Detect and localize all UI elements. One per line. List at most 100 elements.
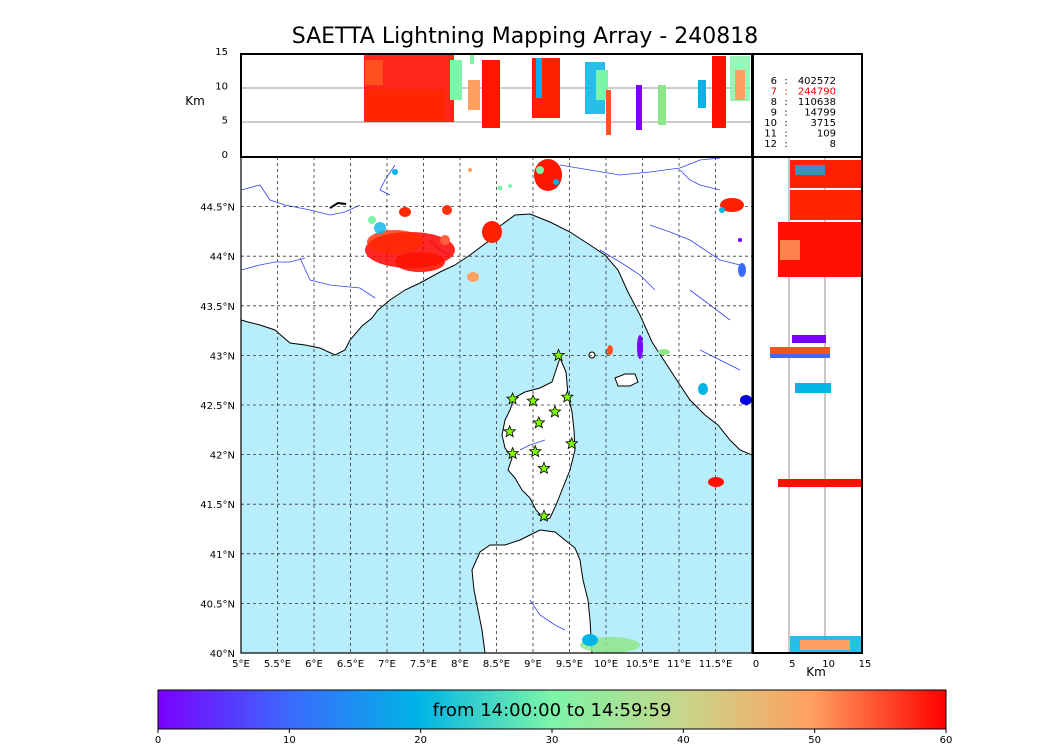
colorbar-tick-label: 30 xyxy=(546,735,559,746)
colorbar-tick-label: 50 xyxy=(808,735,821,746)
count-value: 402572 xyxy=(798,76,836,87)
lake-bolsena xyxy=(740,395,752,405)
side-tick-label: 15 xyxy=(859,659,872,670)
station-markers xyxy=(502,348,579,522)
lon-tick-labels: 5°E 5.5°E 6°E 6.5°E 7°E 7.5°E 8°E 8.5°E 9°E 9.5°E… xyxy=(232,659,732,670)
map-gridlines xyxy=(241,157,752,653)
station-star-icon xyxy=(560,389,575,403)
height-tick-label: 15 xyxy=(215,47,228,58)
count-level: 6 xyxy=(771,76,777,87)
lat-tick-label: 42°N xyxy=(210,451,235,462)
count-level: 9 xyxy=(771,108,777,119)
side-tick-labels: 0 5 10 15 xyxy=(753,659,872,670)
station-star-icon xyxy=(502,424,517,438)
station-star-icon xyxy=(551,348,566,362)
counts-box-frame xyxy=(752,53,863,158)
height-axis-label: Km xyxy=(185,94,205,108)
side-clusters xyxy=(770,160,862,653)
station-star-icon xyxy=(528,444,542,458)
height-tick-labels: 0 5 10 15 xyxy=(215,47,228,161)
lat-tick-label: 40°N xyxy=(210,649,235,660)
count-value: 110638 xyxy=(798,97,836,108)
count-separator: : xyxy=(784,118,787,129)
lat-tick-label: 41.5°N xyxy=(200,500,235,511)
colorbar-tick-label: 0 xyxy=(155,735,161,746)
counts-box: 6:4025727:2447908:1106389:1479910:371511… xyxy=(752,53,863,158)
lon-tick-label: 11°E xyxy=(667,659,691,670)
lat-tick-label: 41°N xyxy=(210,550,235,561)
station-star-icon xyxy=(505,446,520,460)
side-panel-frame xyxy=(752,156,863,654)
count-separator: : xyxy=(784,129,787,140)
lat-tick-label: 40.5°N xyxy=(200,599,235,610)
lat-tick-label: 43°N xyxy=(210,351,235,362)
station-star-icon xyxy=(564,436,579,450)
station-star-icon xyxy=(526,393,540,407)
lightning-clusters xyxy=(365,159,746,653)
colorbar-tick-label: 10 xyxy=(283,735,296,746)
lat-tick-label: 44.5°N xyxy=(200,203,235,214)
colorbar-tick-label: 40 xyxy=(677,735,690,746)
station-star-icon xyxy=(537,509,551,522)
station-star-icon xyxy=(532,415,546,429)
colorbar-ticks: 0 10 20 30 40 50 60 xyxy=(155,729,953,746)
lat-tick-label: 42.5°N xyxy=(200,401,235,412)
count-separator: : xyxy=(784,76,787,87)
count-separator: : xyxy=(784,97,787,108)
lon-tick-label: 9°E xyxy=(524,659,542,670)
lon-tick-label: 6.5°E xyxy=(337,659,364,670)
side-tick-label: 10 xyxy=(822,659,835,670)
count-separator: : xyxy=(784,108,787,119)
lon-tick-label: 6°E xyxy=(305,659,323,670)
lat-tick-labels: 40°N 40.5°N 41°N 41.5°N 42°N 42.5°N 43°N 43.5°N… xyxy=(200,203,235,660)
height-panel: 0 5 10 15 Km xyxy=(185,47,753,161)
height-clusters xyxy=(364,54,750,135)
colorbar-gradient xyxy=(157,689,947,730)
count-level: 11 xyxy=(764,129,777,140)
height-tick-label: 10 xyxy=(215,81,228,92)
count-value: 3715 xyxy=(811,118,836,129)
side-tick-label: 0 xyxy=(753,659,759,670)
counts-list: 6:4025727:2447908:1106389:1479910:371511… xyxy=(764,76,836,150)
count-separator: : xyxy=(784,87,787,98)
lon-tick-label: 7.5°E xyxy=(410,659,437,670)
station-star-icon xyxy=(548,404,562,418)
colorbar-label: from 14:00:00 to 14:59:59 xyxy=(432,700,672,721)
lon-tick-label: 5.5°E xyxy=(264,659,291,670)
lon-tick-label: 10°E xyxy=(594,659,618,670)
side-axis-label: Km xyxy=(806,665,826,679)
station-star-icon xyxy=(505,391,520,405)
height-tick-label: 0 xyxy=(222,150,228,161)
count-level: 7 xyxy=(771,87,777,98)
lat-tick-label: 43.5°N xyxy=(200,302,235,313)
count-value: 8 xyxy=(830,139,836,150)
count-value: 14799 xyxy=(804,108,836,119)
count-level: 10 xyxy=(764,118,777,129)
lat-tick-label: 44°N xyxy=(210,252,235,263)
count-value: 109 xyxy=(817,129,836,140)
elba-island xyxy=(614,373,639,387)
sardinia-island xyxy=(471,529,593,653)
height-tick-label: 5 xyxy=(222,116,228,127)
count-level: 12 xyxy=(764,139,777,150)
corsica-island xyxy=(501,356,576,521)
lon-tick-label: 11.5°E xyxy=(699,659,733,670)
count-value: 244790 xyxy=(798,87,836,98)
lon-tick-label: 10.5°E xyxy=(626,659,660,670)
colorbar: 0 10 20 30 40 50 60 xyxy=(155,689,953,746)
side-tick-label: 5 xyxy=(789,659,795,670)
colorbar-tick-label: 20 xyxy=(414,735,427,746)
lon-tick-label: 8°E xyxy=(451,659,469,670)
side-panel: 0 5 10 15 Km xyxy=(752,156,872,679)
lon-tick-label: 9.5°E xyxy=(556,659,583,670)
lon-tick-label: 5°E xyxy=(232,659,250,670)
colorbar-tick-label: 60 xyxy=(940,735,953,746)
count-level: 8 xyxy=(771,97,777,108)
lon-tick-label: 7°E xyxy=(378,659,396,670)
lon-tick-label: 8.5°E xyxy=(483,659,510,670)
figure-title: SAETTA Lightning Mapping Array - 240818 xyxy=(291,24,759,49)
station-star-icon xyxy=(537,461,551,475)
map-panel: 5°E 5.5°E 6°E 6.5°E 7°E 7.5°E 8°E 8.5°E 9°E 9.5°E… xyxy=(200,156,753,670)
count-separator: : xyxy=(784,139,787,150)
